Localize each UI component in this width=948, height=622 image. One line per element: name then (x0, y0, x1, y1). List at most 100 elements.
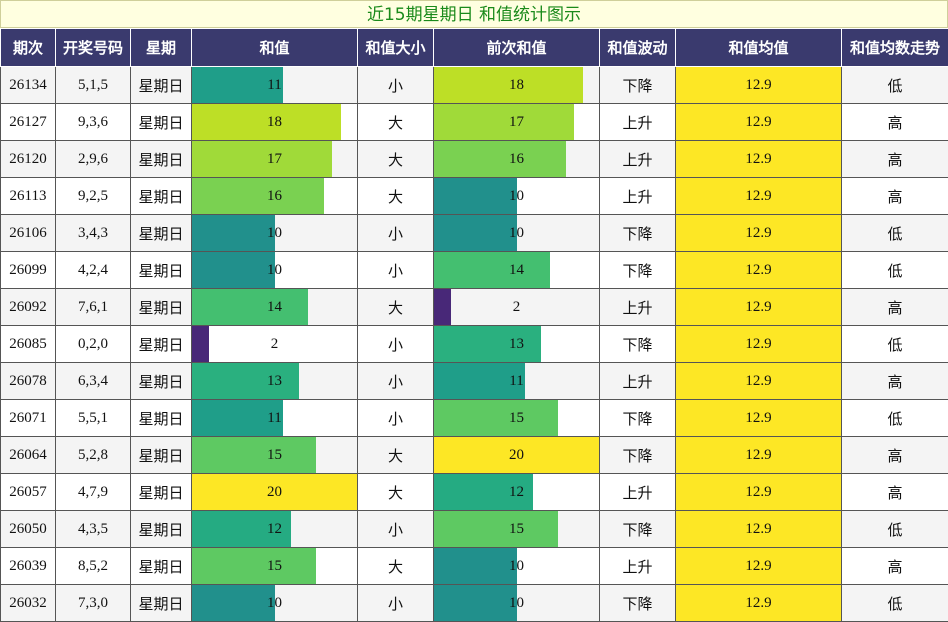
prev-sum-cell: 10 (434, 215, 600, 252)
period-cell: 26085 (1, 326, 56, 363)
prev-sum-cell: 13 (434, 326, 600, 363)
header-sum: 和值 (192, 29, 358, 67)
prev-sum-cell: 15 (434, 511, 600, 548)
sum-cell: 11 (192, 400, 358, 437)
numbers-cell: 3,4,3 (56, 215, 131, 252)
size-cell: 大 (358, 141, 434, 178)
trend-cell: 下降 (600, 437, 676, 474)
trend-cell: 上升 (600, 363, 676, 400)
mean-cell: 12.9 (676, 437, 842, 474)
prev-sum-cell-bar (434, 548, 517, 584)
sum-cell: 14 (192, 289, 358, 326)
trend-cell: 上升 (600, 141, 676, 178)
mean-cell: 12.9 (676, 67, 842, 104)
numbers-cell: 6,3,4 (56, 363, 131, 400)
prev-sum-cell-label: 10 (509, 595, 524, 611)
prev-sum-cell-bar (434, 178, 517, 214)
sum-cell-label: 2 (271, 336, 279, 352)
weekday-cell: 星期日 (131, 585, 192, 622)
sum-cell-label: 16 (267, 188, 282, 204)
prev-sum-cell-label: 15 (509, 410, 524, 426)
mean-trend-cell: 高 (842, 289, 948, 326)
header-mean: 和值均值 (676, 29, 842, 67)
prev-sum-cell-label: 13 (509, 336, 524, 352)
sum-cell-bar (192, 289, 308, 325)
sum-statistics-table: 期次 开奖号码 星期 和值 和值大小 前次和值 和值波动 和值均值 和值均数走势… (0, 28, 948, 622)
header-prev-sum: 前次和值 (434, 29, 600, 67)
mean-trend-cell: 低 (842, 67, 948, 104)
prev-sum-cell-bar (434, 215, 517, 251)
period-cell: 26057 (1, 474, 56, 511)
sum-cell: 17 (192, 141, 358, 178)
mean-trend-cell: 高 (842, 141, 948, 178)
mean-cell: 12.9 (676, 548, 842, 585)
period-cell: 26113 (1, 178, 56, 215)
chart-title: 近15期星期日 和值统计图示 (0, 0, 948, 28)
trend-cell: 上升 (600, 548, 676, 585)
weekday-cell: 星期日 (131, 363, 192, 400)
prev-sum-cell-label: 10 (509, 225, 524, 241)
numbers-cell: 5,5,1 (56, 400, 131, 437)
size-cell: 小 (358, 363, 434, 400)
size-cell: 大 (358, 437, 434, 474)
prev-sum-cell: 10 (434, 548, 600, 585)
prev-sum-cell: 12 (434, 474, 600, 511)
weekday-cell: 星期日 (131, 141, 192, 178)
period-cell: 26071 (1, 400, 56, 437)
weekday-cell: 星期日 (131, 326, 192, 363)
trend-cell: 上升 (600, 289, 676, 326)
prev-sum-cell-label: 15 (509, 521, 524, 537)
prev-sum-cell-bar (434, 326, 541, 362)
prev-sum-cell: 10 (434, 178, 600, 215)
sum-cell: 10 (192, 252, 358, 289)
prev-sum-cell: 20 (434, 437, 600, 474)
sum-cell: 10 (192, 585, 358, 622)
weekday-cell: 星期日 (131, 289, 192, 326)
sum-cell-label: 15 (267, 558, 282, 574)
prev-sum-cell-label: 17 (509, 114, 524, 130)
period-cell: 26099 (1, 252, 56, 289)
mean-cell: 12.9 (676, 215, 842, 252)
sum-cell-bar (192, 548, 316, 584)
trend-cell: 下降 (600, 67, 676, 104)
mean-cell: 12.9 (676, 178, 842, 215)
prev-sum-cell-label: 2 (513, 299, 521, 315)
prev-sum-cell-bar (434, 400, 558, 436)
sum-cell-label: 14 (267, 299, 282, 315)
mean-trend-cell: 低 (842, 326, 948, 363)
numbers-cell: 9,2,5 (56, 178, 131, 215)
prev-sum-cell-label: 18 (509, 77, 524, 93)
weekday-cell: 星期日 (131, 178, 192, 215)
mean-trend-cell: 低 (842, 585, 948, 622)
header-trend: 和值波动 (600, 29, 676, 67)
prev-sum-cell: 14 (434, 252, 600, 289)
weekday-cell: 星期日 (131, 400, 192, 437)
prev-sum-cell: 18 (434, 67, 600, 104)
numbers-cell: 0,2,0 (56, 326, 131, 363)
sum-cell: 10 (192, 215, 358, 252)
prev-sum-cell-label: 20 (509, 447, 524, 463)
prev-sum-cell: 10 (434, 585, 600, 622)
sum-cell-label: 20 (267, 484, 282, 500)
period-cell: 26064 (1, 437, 56, 474)
sum-cell-bar (192, 437, 316, 473)
weekday-cell: 星期日 (131, 437, 192, 474)
weekday-cell: 星期日 (131, 252, 192, 289)
mean-trend-cell: 高 (842, 437, 948, 474)
sum-cell-label: 11 (267, 410, 281, 426)
header-mean-trend: 和值均数走势 (842, 29, 948, 67)
size-cell: 大 (358, 104, 434, 141)
prev-sum-cell-bar (434, 585, 517, 621)
mean-cell: 12.9 (676, 511, 842, 548)
mean-cell: 12.9 (676, 141, 842, 178)
mean-cell: 12.9 (676, 326, 842, 363)
